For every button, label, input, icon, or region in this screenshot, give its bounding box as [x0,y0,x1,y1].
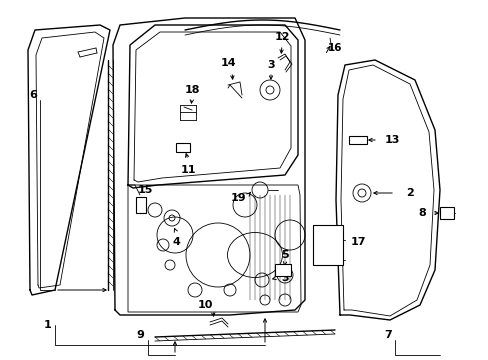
Text: 4: 4 [172,237,180,247]
Text: 17: 17 [349,237,365,247]
Text: 3: 3 [281,273,288,283]
Bar [439,207,453,219]
Text: 8: 8 [417,208,425,218]
Bar [348,136,366,144]
Text: 2: 2 [406,188,413,198]
Text: 13: 13 [384,135,399,145]
Text: 15: 15 [137,185,152,195]
Text: 16: 16 [327,43,342,53]
Text: 14: 14 [220,58,235,68]
Text: 12: 12 [274,32,289,42]
Text: 18: 18 [184,85,199,95]
Bar [136,197,146,213]
Text: 19: 19 [230,193,245,203]
Bar [274,264,290,276]
Text: 5: 5 [281,250,288,260]
Text: 1: 1 [44,320,52,330]
Text: 11: 11 [180,165,195,175]
Text: 3: 3 [266,60,274,70]
Text: 7: 7 [384,330,391,340]
Bar [312,225,342,265]
Bar [176,143,190,152]
Text: 6: 6 [29,90,37,100]
Text: 9: 9 [136,330,143,340]
Text: 10: 10 [197,300,212,310]
